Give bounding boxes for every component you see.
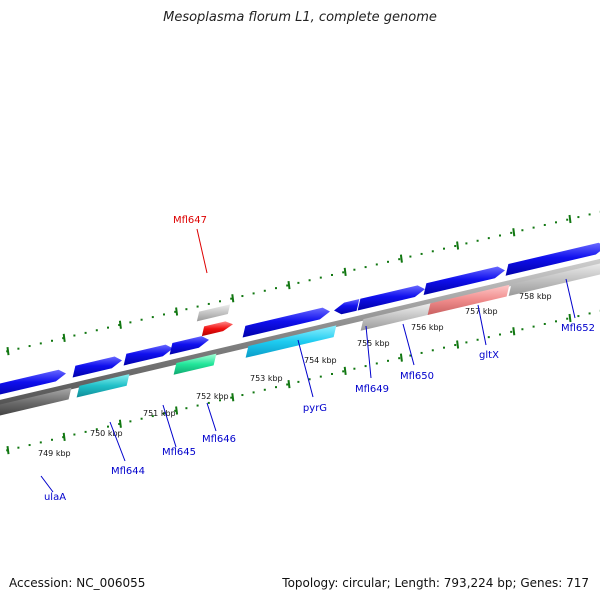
- scale-label: 755 kbp: [357, 339, 390, 348]
- gene-mfl650-feature[interactable]: [357, 285, 425, 311]
- gene-pyrG-feature[interactable]: [242, 307, 330, 338]
- ruler-tick: [6, 445, 10, 455]
- ruler-tick: [118, 419, 122, 428]
- ruler-tick: [456, 340, 460, 349]
- scale-label: 749 kbp: [38, 449, 71, 458]
- ruler-tick: [568, 214, 572, 224]
- outer-ruler: [6, 210, 600, 356]
- gene-label-mfl646[interactable]: Mfl646: [202, 434, 236, 445]
- ruler-tick: [287, 379, 291, 389]
- gene-label-leader: [402, 323, 415, 366]
- label-layer: 749 kbp 750 kbp 751 kbp 752 kbp 753 kbp 754 k…: [38, 215, 595, 503]
- scale-label: 750 kbp: [90, 429, 123, 438]
- gene-gltX-feature[interactable]: [423, 266, 505, 295]
- gene-mfl647-box[interactable]: [196, 304, 231, 322]
- gene-label-leader: [477, 304, 487, 346]
- gene-label-leader: [206, 402, 217, 432]
- scale-label: 751 kbp: [143, 409, 176, 418]
- ruler-tick: [343, 267, 347, 277]
- tick-layer: [6, 210, 600, 455]
- scale-label: 756 kbp: [411, 323, 444, 332]
- gene-mfl647-feature[interactable]: [201, 321, 233, 337]
- genome-summary-text: Topology: circular; Length: 793,224 bp; …: [282, 576, 589, 590]
- gene-label-mfl652[interactable]: Mfl652: [561, 323, 595, 334]
- gene-label-mfl647[interactable]: Mfl647: [173, 215, 207, 226]
- scale-label: 758 kbp: [519, 292, 552, 301]
- scale-label: 752 kbp: [196, 392, 229, 401]
- ruler-tick: [231, 393, 235, 402]
- ruler-tick: [512, 327, 516, 336]
- gene-mfl646-feature[interactable]: [169, 336, 209, 355]
- inner-ruler: [6, 309, 600, 455]
- gene-mfl652-track2[interactable]: [508, 262, 600, 296]
- gene-label-leader: [297, 339, 314, 398]
- gene-mfl649-feature[interactable]: [334, 299, 360, 315]
- accession-text: Accession: NC_006055: [9, 576, 146, 590]
- backbone-layer: [0, 258, 600, 407]
- gene-label-leader: [40, 475, 54, 493]
- gene-label-pyrg[interactable]: pyrG: [303, 403, 327, 414]
- gene-ulaA-feature[interactable]: [0, 369, 66, 397]
- gene-mfl650-track2[interactable]: [360, 303, 432, 331]
- gene-ulaA-track2[interactable]: [0, 387, 72, 418]
- gene-label-mfl644[interactable]: Mfl644: [111, 466, 145, 477]
- ruler-tick: [399, 254, 403, 263]
- gene-label-mfl649[interactable]: Mfl649: [355, 384, 389, 395]
- ruler-tick: [62, 432, 66, 442]
- gene-label-leader: [109, 421, 126, 462]
- ruler-tick: [6, 346, 10, 356]
- gene-mfl644-feature[interactable]: [72, 356, 122, 378]
- gene-label-mfl650[interactable]: Mfl650: [400, 371, 434, 382]
- gene-mfl646-track2[interactable]: [173, 353, 217, 375]
- ruler-tick: [175, 307, 179, 316]
- gene-mfl644-track2[interactable]: [76, 374, 130, 398]
- ruler-tick: [175, 406, 179, 415]
- gene-mfl645-feature[interactable]: [123, 344, 173, 366]
- gene-label-ulaa[interactable]: ulaA: [44, 492, 66, 503]
- gene-label-leader: [365, 325, 372, 379]
- genome-backbone: [0, 258, 600, 407]
- ruler-tick: [343, 366, 347, 376]
- genome-title: Mesoplasma florum L1, complete genome: [163, 10, 437, 25]
- gene-gltX-track2[interactable]: [427, 284, 510, 316]
- ruler-tick: [512, 228, 516, 237]
- ruler-tick: [62, 333, 66, 343]
- ruler-tick: [399, 353, 403, 362]
- gene-mfl652-feature[interactable]: [505, 242, 600, 276]
- gene-label-leader: [162, 404, 177, 448]
- scale-label: 754 kbp: [304, 356, 337, 365]
- scale-label: 757 kbp: [465, 307, 498, 316]
- gene-label-gltx[interactable]: gltX: [479, 350, 499, 361]
- feature-layer: [0, 242, 600, 418]
- ruler-tick: [456, 241, 460, 250]
- gene-label-leader: [196, 228, 208, 274]
- gene-label-mfl645[interactable]: Mfl645: [162, 447, 196, 458]
- scale-label: 753 kbp: [250, 374, 283, 383]
- ruler-tick: [118, 320, 122, 329]
- ruler-tick: [568, 313, 572, 323]
- ruler-tick: [231, 294, 235, 303]
- gene-label-leader: [565, 278, 576, 319]
- gene-pyrG-track2[interactable]: [245, 325, 337, 358]
- ruler-tick: [287, 280, 291, 290]
